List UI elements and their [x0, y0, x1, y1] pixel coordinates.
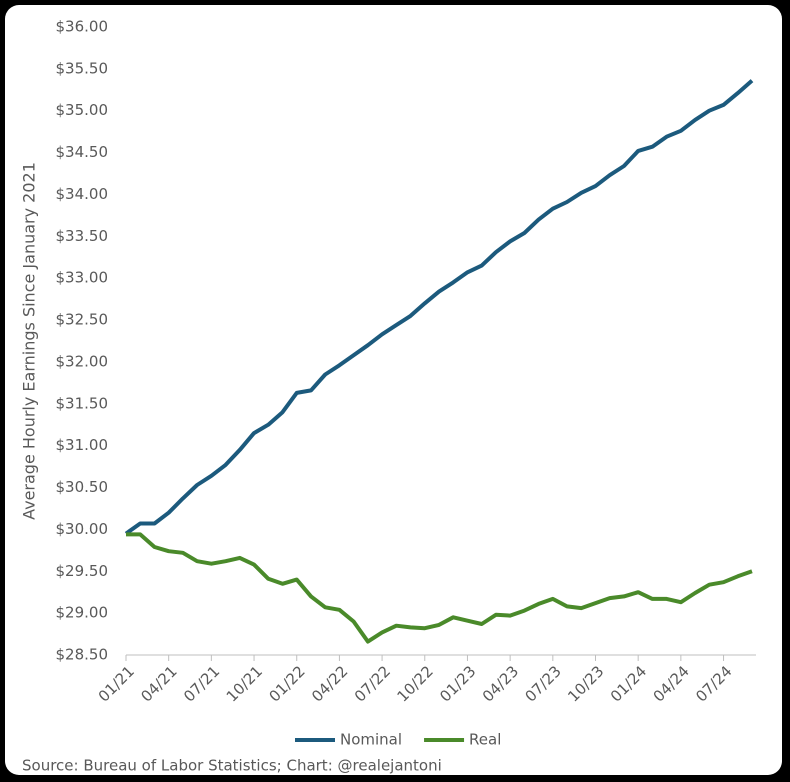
y-tick-label: $30.00 — [56, 520, 109, 538]
y-tick-label: $35.50 — [56, 59, 109, 77]
y-tick-label: $34.50 — [56, 143, 109, 161]
legend-label: Real — [469, 731, 501, 749]
y-tick-label: $32.50 — [56, 311, 109, 329]
series-line — [124, 79, 754, 536]
y-tick-label: $29.00 — [56, 604, 109, 622]
y-tick-label: $35.00 — [56, 101, 109, 119]
y-tick-label: $33.00 — [56, 269, 109, 287]
chart-panel — [5, 5, 782, 775]
y-axis-title: Average Hourly Earnings Since January 20… — [20, 162, 39, 520]
y-tick-label: $28.50 — [56, 646, 109, 664]
y-tick-label: $36.00 — [56, 18, 109, 36]
y-tick-label: $31.00 — [56, 436, 109, 454]
legend-label: Nominal — [340, 731, 402, 749]
series-line — [126, 532, 753, 644]
y-tick-label: $31.50 — [56, 394, 109, 412]
y-tick-label: $33.50 — [56, 227, 109, 245]
y-tick-label: $32.00 — [56, 352, 109, 370]
y-tick-label: $30.50 — [56, 478, 109, 496]
y-tick-label: $29.50 — [56, 562, 109, 580]
source-note: Source: Bureau of Labor Statistics; Char… — [22, 757, 442, 775]
y-tick-label: $34.00 — [56, 185, 109, 203]
